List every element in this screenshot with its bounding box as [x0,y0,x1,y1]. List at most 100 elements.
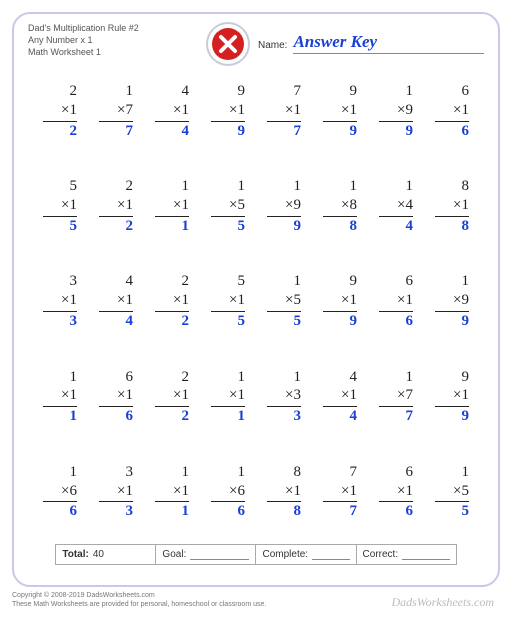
operand-b: ×1 [155,386,189,407]
answer: 6 [379,502,413,521]
footer-total: Total: 40 [56,545,156,564]
operand-a: 4 [323,368,357,387]
answer: 8 [267,502,301,521]
problem-cell: 1×99 [267,177,301,250]
answer: 5 [435,502,469,521]
operand-a: 9 [435,368,469,387]
operand-b: ×1 [43,291,77,312]
operand-b: ×9 [435,291,469,312]
problem-cell: 1×66 [43,463,77,536]
total-value: 40 [93,549,104,560]
operand-b: ×1 [267,101,301,122]
problem-cell: 1×11 [211,368,245,441]
operand-b: ×1 [43,101,77,122]
problem-cell: 1×77 [379,368,413,441]
operand-b: ×3 [267,386,301,407]
total-label: Total: [62,549,88,560]
operand-a: 1 [435,272,469,291]
problem-cell: 2×12 [43,82,77,155]
operand-b: ×5 [267,291,301,312]
problem-cell: 3×13 [43,272,77,345]
answer: 5 [211,217,245,236]
operand-b: ×8 [323,196,357,217]
problem-cell: 4×14 [323,368,357,441]
problem-cell: 3×13 [99,463,133,536]
operand-a: 1 [43,368,77,387]
problem-cell: 1×55 [211,177,245,250]
problem-cell: 4×14 [155,82,189,155]
operand-a: 1 [267,177,301,196]
operand-b: ×1 [99,196,133,217]
answer: 9 [323,312,357,331]
problem-cell: 1×99 [379,82,413,155]
problem-cell: 4×14 [99,272,133,345]
operand-a: 1 [379,368,413,387]
answer: 1 [43,407,77,426]
operand-b: ×1 [379,291,413,312]
answer: 6 [435,122,469,141]
answer: 6 [211,502,245,521]
answer: 9 [267,217,301,236]
problem-cell: 1×11 [155,463,189,536]
title-line-1: Dad's Multiplication Rule #2 [28,22,198,34]
problem-cell: 5×15 [211,272,245,345]
answer: 8 [323,217,357,236]
answer: 8 [435,217,469,236]
problems-grid: 2×121×774×149×197×179×191×996×165×152×12… [28,76,484,536]
header: Dad's Multiplication Rule #2 Any Number … [28,22,484,66]
problem-cell: 2×12 [155,368,189,441]
operand-a: 2 [43,82,77,101]
operand-b: ×6 [211,482,245,503]
answer: 9 [379,122,413,141]
operand-a: 7 [267,82,301,101]
operand-b: ×5 [211,196,245,217]
problem-cell: 6×16 [379,272,413,345]
problem-cell: 1×44 [379,177,413,250]
answer: 4 [99,312,133,331]
operand-b: ×7 [379,386,413,407]
operand-b: ×1 [43,196,77,217]
answer: 3 [99,502,133,521]
operand-b: ×1 [99,482,133,503]
problem-cell: 2×12 [99,177,133,250]
answer: 9 [435,407,469,426]
operand-b: ×1 [267,482,301,503]
operand-b: ×9 [379,101,413,122]
answer: 7 [99,122,133,141]
problem-cell: 9×19 [323,82,357,155]
operand-b: ×1 [43,386,77,407]
answer: 6 [379,312,413,331]
operand-b: ×9 [267,196,301,217]
problem-cell: 6×16 [99,368,133,441]
operand-a: 8 [267,463,301,482]
operand-a: 9 [211,82,245,101]
problem-cell: 1×66 [211,463,245,536]
footer-correct: Correct: [357,545,456,564]
footer-box: Total: 40 Goal: Complete: Correct: [55,544,456,565]
operand-a: 4 [155,82,189,101]
problem-cell: 7×17 [267,82,301,155]
operand-a: 1 [267,272,301,291]
answer: 9 [211,122,245,141]
operand-a: 1 [379,82,413,101]
operand-b: ×1 [323,101,357,122]
problem-cell: 1×88 [323,177,357,250]
operand-a: 8 [435,177,469,196]
answer: 4 [155,122,189,141]
operand-b: ×6 [43,482,77,503]
operand-a: 9 [323,82,357,101]
operand-b: ×1 [379,482,413,503]
operand-a: 1 [379,177,413,196]
operand-a: 4 [99,272,133,291]
complete-line [312,549,349,560]
operand-b: ×1 [323,386,357,407]
operand-b: ×1 [435,386,469,407]
problem-cell: 5×15 [43,177,77,250]
operand-a: 6 [379,272,413,291]
operand-a: 1 [43,463,77,482]
answer: 2 [155,312,189,331]
answer: 6 [43,502,77,521]
operand-a: 1 [155,177,189,196]
problem-cell: 2×12 [155,272,189,345]
problem-cell: 7×17 [323,463,357,536]
